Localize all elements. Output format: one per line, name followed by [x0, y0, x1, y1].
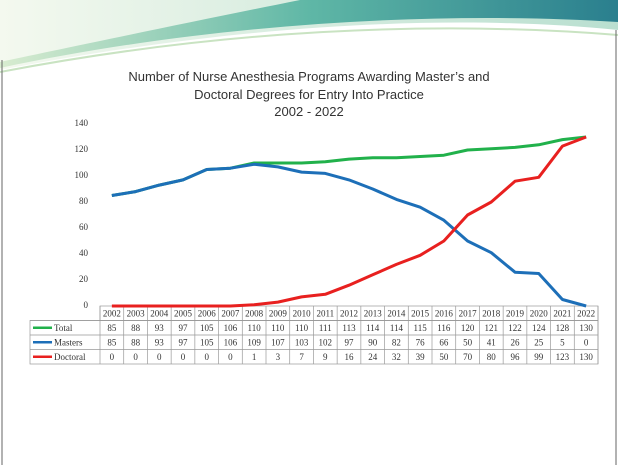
table-value: 0	[133, 352, 138, 362]
table-value: 97	[179, 323, 189, 333]
table-value: 93	[155, 337, 165, 347]
table-value: 116	[437, 323, 451, 333]
y-tick-label: 20	[79, 274, 89, 284]
table-value: 9	[323, 352, 328, 362]
table-value: 99	[534, 352, 544, 362]
table-value: 110	[248, 323, 262, 333]
x-tick-label: 2008	[245, 308, 264, 318]
x-tick-label: 2005	[174, 308, 193, 318]
y-tick-label: 80	[79, 196, 89, 206]
table-value: 124	[532, 323, 546, 333]
table-value: 97	[345, 337, 355, 347]
table-value: 24	[368, 352, 378, 362]
table-value: 111	[319, 323, 332, 333]
table-value: 88	[131, 323, 141, 333]
y-tick-label: 40	[79, 248, 89, 258]
table-value: 105	[200, 337, 214, 347]
table-value: 102	[319, 337, 333, 347]
table-value: 93	[155, 323, 165, 333]
table-value: 50	[463, 337, 473, 347]
x-tick-label: 2017	[459, 308, 478, 318]
table-value: 106	[224, 337, 238, 347]
y-tick-label: 140	[75, 118, 89, 128]
x-tick-label: 2020	[530, 308, 549, 318]
table-value: 130	[579, 323, 593, 333]
table-value: 0	[181, 352, 186, 362]
x-tick-label: 2019	[506, 308, 525, 318]
x-tick-label: 2018	[482, 308, 501, 318]
table-value: 88	[131, 337, 141, 347]
table-value: 32	[392, 352, 401, 362]
table-value: 85	[107, 337, 117, 347]
table-value: 50	[439, 352, 449, 362]
table-value: 0	[228, 352, 233, 362]
table-value: 96	[511, 352, 521, 362]
table-value: 7	[299, 352, 304, 362]
table-value: 3	[276, 352, 281, 362]
table-value: 110	[271, 323, 285, 333]
x-tick-label: 2010	[293, 308, 312, 318]
x-tick-label: 2007	[221, 308, 240, 318]
table-value: 130	[579, 352, 593, 362]
x-tick-label: 2009	[269, 308, 288, 318]
table-value: 16	[345, 352, 355, 362]
table-value: 115	[414, 323, 428, 333]
x-tick-label: 2012	[340, 308, 358, 318]
table-value: 70	[463, 352, 473, 362]
table-value: 1	[252, 352, 257, 362]
y-tick-label: 0	[84, 300, 89, 310]
table-value: 0	[584, 337, 589, 347]
table-value: 103	[295, 337, 309, 347]
table-value: 128	[556, 323, 570, 333]
legend-label: Doctoral	[54, 352, 86, 362]
table-value: 114	[366, 323, 380, 333]
y-tick-label: 120	[75, 144, 89, 154]
table-value: 113	[342, 323, 356, 333]
x-tick-label: 2004	[150, 308, 169, 318]
table-value: 122	[508, 323, 522, 333]
table-value: 123	[556, 352, 570, 362]
chart-subtitle: 2002 - 2022	[109, 104, 509, 119]
y-tick-label: 60	[79, 222, 89, 232]
x-tick-label: 2021	[553, 308, 571, 318]
table-value: 97	[179, 337, 189, 347]
table-value: 120	[461, 323, 475, 333]
chart-title: Number of Nurse Anesthesia Programs Awar…	[109, 68, 509, 104]
x-tick-label: 2013	[364, 308, 383, 318]
x-tick-label: 2022	[577, 308, 595, 318]
table-value: 66	[439, 337, 449, 347]
table-value: 114	[390, 323, 404, 333]
table-value: 26	[511, 337, 521, 347]
legend-label: Masters	[54, 337, 83, 347]
table-value: 0	[110, 352, 115, 362]
x-tick-label: 2015	[411, 308, 430, 318]
y-tick-label: 100	[75, 170, 89, 180]
table-value: 41	[487, 337, 496, 347]
table-value: 121	[485, 323, 499, 333]
x-tick-label: 2016	[435, 308, 454, 318]
table-value: 107	[271, 337, 285, 347]
x-tick-label: 2003	[127, 308, 146, 318]
x-tick-label: 2011	[316, 308, 334, 318]
table-value: 106	[224, 323, 238, 333]
slide: 0204060801001201402002200320042005200620…	[0, 0, 618, 465]
table-value: 76	[416, 337, 426, 347]
table-value: 80	[487, 352, 497, 362]
table-value: 105	[200, 323, 214, 333]
table-value: 39	[416, 352, 426, 362]
x-tick-label: 2006	[198, 308, 217, 318]
x-tick-label: 2014	[387, 308, 406, 318]
table-value: 82	[392, 337, 401, 347]
table-value: 0	[157, 352, 162, 362]
x-tick-label: 2002	[103, 308, 121, 318]
table-value: 5	[560, 337, 565, 347]
table-value: 25	[534, 337, 544, 347]
table-value: 0	[204, 352, 209, 362]
table-value: 90	[368, 337, 378, 347]
table-value: 109	[247, 337, 261, 347]
table-value: 85	[107, 323, 117, 333]
table-value: 110	[295, 323, 309, 333]
legend-label: Total	[54, 323, 73, 333]
